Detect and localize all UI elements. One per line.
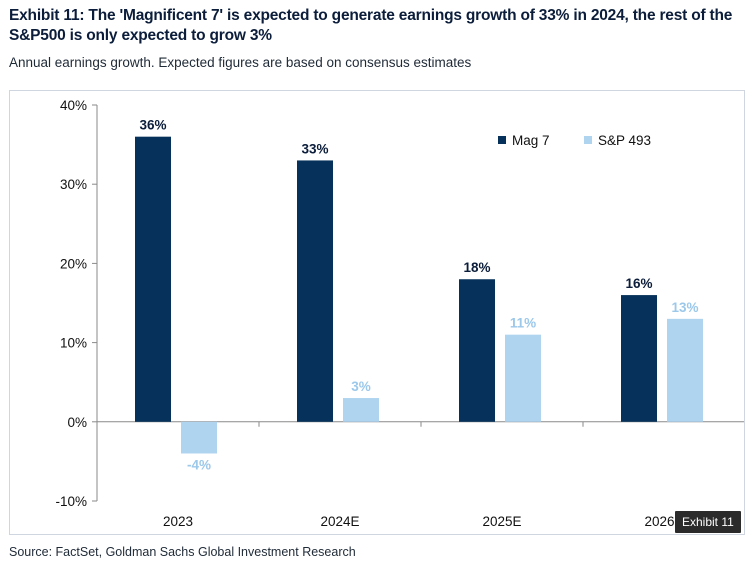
bar-sp493 xyxy=(667,318,703,422)
data-label: 33% xyxy=(301,141,328,156)
bar-mag7 xyxy=(621,295,657,422)
chart-subtitle: Annual earnings growth. Expected figures… xyxy=(9,55,472,70)
bar-mag7 xyxy=(297,160,333,422)
bar-chart: -10% 0% 10% 20% 30% 40% 36% 33% 18% 16% -4% 3% 11% 13… xyxy=(55,98,744,529)
bar-sp493 xyxy=(181,421,217,454)
data-label: 3% xyxy=(351,379,371,394)
data-label: -4% xyxy=(187,457,211,472)
legend-label: Mag 7 xyxy=(512,133,550,148)
chart-frame: -10% 0% 10% 20% 30% 40% 36% 33% 18% 16% -4% 3% 11% 13… xyxy=(9,90,745,535)
bar-mag7 xyxy=(459,279,495,422)
chart-title: Exhibit 11: The 'Magnificent 7' is expec… xyxy=(9,7,733,44)
bar-sp493 xyxy=(343,398,379,422)
data-label: 18% xyxy=(463,260,490,275)
y-tick-label: 20% xyxy=(60,256,87,271)
legend-label: S&P 493 xyxy=(598,133,651,148)
x-tick-label: 2023 xyxy=(163,514,193,529)
exhibit-badge: Exhibit 11 xyxy=(675,511,741,533)
y-tick-label: 10% xyxy=(60,336,87,351)
y-tick-label: 30% xyxy=(60,177,87,192)
data-label: 36% xyxy=(139,118,166,133)
y-tick-label: -10% xyxy=(55,494,87,509)
bar-mag7 xyxy=(135,136,171,422)
source-note: Source: FactSet, Goldman Sachs Global In… xyxy=(9,545,356,559)
y-tick-label: 0% xyxy=(67,415,87,430)
legend-swatch xyxy=(584,136,592,144)
x-tick-label: 2025E xyxy=(482,514,521,529)
data-label: 13% xyxy=(671,300,698,315)
bar-sp493 xyxy=(505,334,541,422)
x-tick-label: 2024E xyxy=(320,514,359,529)
data-label: 16% xyxy=(625,276,652,291)
legend-swatch xyxy=(498,136,506,144)
y-tick-label: 40% xyxy=(60,98,87,113)
x-tick-label: 2026E xyxy=(644,514,683,529)
data-label: 11% xyxy=(510,316,536,331)
